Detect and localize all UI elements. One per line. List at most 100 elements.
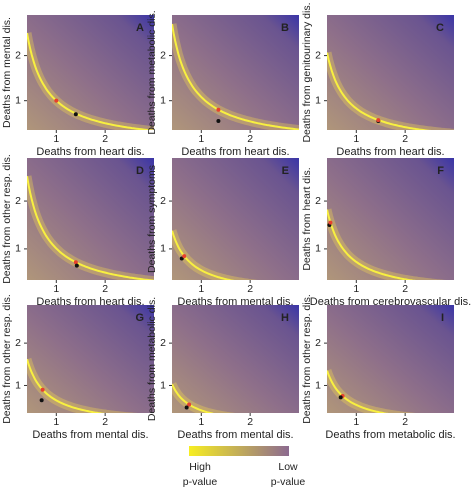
x-axis-label: Deaths from cerebrovascular dis. — [310, 296, 471, 308]
point — [182, 254, 187, 259]
y-tick-label: 2 — [160, 337, 166, 349]
x-axis-label: Deaths from mental dis. — [32, 429, 148, 441]
panel-letter: E — [282, 165, 289, 177]
x-tick-label: 2 — [402, 283, 408, 295]
y-axis-label: Deaths from genitourinary dis. — [301, 2, 313, 142]
x-tick-label: 1 — [353, 283, 359, 295]
ridge-line — [172, 383, 215, 413]
panel-letter: B — [281, 22, 289, 34]
heatmap-background — [327, 15, 454, 130]
y-axis-label: Deaths from symptoms — [146, 165, 158, 273]
y-tick-label: 2 — [315, 49, 321, 61]
panel-letter: C — [436, 22, 444, 34]
x-tick-label: 2 — [102, 416, 108, 428]
ridge-line — [327, 370, 389, 413]
ridge — [27, 175, 154, 280]
ridge-line — [27, 176, 154, 280]
x-axis-label: Deaths from heart dis. — [336, 146, 444, 158]
ridge — [172, 229, 258, 280]
point — [73, 112, 78, 117]
ridge — [327, 51, 454, 130]
x-tick-label: 2 — [102, 133, 108, 145]
point — [74, 263, 79, 268]
y-axis-label: Deaths from other resp. dis. — [1, 294, 13, 424]
point — [179, 256, 184, 261]
x-axis-label: Deaths from metabolic dis. — [325, 429, 455, 441]
y-tick-label: 1 — [15, 379, 21, 391]
panel-letter: D — [136, 165, 144, 177]
x-axis-label: Deaths from heart dis. — [36, 146, 144, 158]
point — [216, 118, 221, 123]
y-axis-label: Deaths from other resp. dis. — [1, 154, 13, 284]
y-tick-label: 2 — [160, 195, 166, 207]
heatmap-background — [27, 15, 154, 130]
x-tick-label: 1 — [198, 416, 204, 428]
x-tick-label: 2 — [247, 133, 253, 145]
x-tick-label: 1 — [198, 133, 204, 145]
y-axis-label: Deaths from mental dis. — [1, 17, 13, 128]
ridge — [327, 369, 417, 413]
x-axis-label: Deaths from heart dis. — [181, 146, 289, 158]
heatmap-background — [327, 305, 454, 413]
x-tick-label: 1 — [53, 283, 59, 295]
y-tick-label: 2 — [15, 337, 21, 349]
heatmap-background — [27, 158, 154, 280]
x-tick-label: 1 — [53, 133, 59, 145]
x-axis-label: Deaths from mental dis. — [177, 429, 293, 441]
colorbar — [189, 446, 289, 456]
y-tick-label: 1 — [315, 379, 321, 391]
point — [338, 395, 343, 400]
x-axis-label: Deaths from heart dis. — [36, 296, 144, 308]
heatmap-background — [172, 158, 299, 280]
point — [216, 107, 221, 112]
y-tick-label: 1 — [15, 243, 21, 255]
colorbar-high-label: High p-value — [182, 461, 218, 488]
panel-letter: A — [136, 22, 144, 34]
x-tick-label: 1 — [353, 416, 359, 428]
ridge-line — [172, 230, 235, 280]
point — [184, 405, 189, 410]
y-axis-label: Deaths from metabolic dis. — [146, 10, 158, 134]
point — [39, 398, 44, 403]
y-axis-label: Deaths from heart dis. — [301, 167, 313, 270]
y-tick-label: 2 — [315, 195, 321, 207]
panel-letter: I — [441, 312, 444, 324]
y-tick-label: 2 — [15, 195, 21, 207]
ridge — [172, 23, 299, 130]
y-tick-label: 1 — [315, 94, 321, 106]
y-axis-label: Deaths from other resp. dis. — [301, 294, 313, 424]
ridge — [327, 208, 447, 280]
x-tick-label: 2 — [102, 283, 108, 295]
point — [187, 402, 192, 407]
panel-letter: F — [437, 165, 444, 177]
ridge — [27, 32, 154, 130]
x-tick-label: 1 — [353, 133, 359, 145]
point — [328, 220, 333, 225]
x-axis-label: Deaths from mental dis. — [177, 296, 293, 308]
y-tick-label: 1 — [160, 94, 166, 106]
y-axis-label: Deaths from metabolic dis. — [146, 297, 158, 421]
y-tick-label: 1 — [15, 94, 21, 106]
x-tick-label: 2 — [402, 133, 408, 145]
y-tick-label: 2 — [15, 49, 21, 61]
colorbar-low-label: Low p-value — [270, 461, 306, 488]
y-tick-label: 1 — [160, 379, 166, 391]
point — [73, 260, 78, 265]
heatmap-background — [172, 15, 299, 130]
ridge-line — [27, 32, 154, 130]
ridge-line — [327, 209, 416, 280]
x-tick-label: 2 — [247, 283, 253, 295]
heatmap-background — [172, 305, 299, 413]
ridge — [172, 382, 236, 413]
ridge-line — [172, 23, 299, 130]
